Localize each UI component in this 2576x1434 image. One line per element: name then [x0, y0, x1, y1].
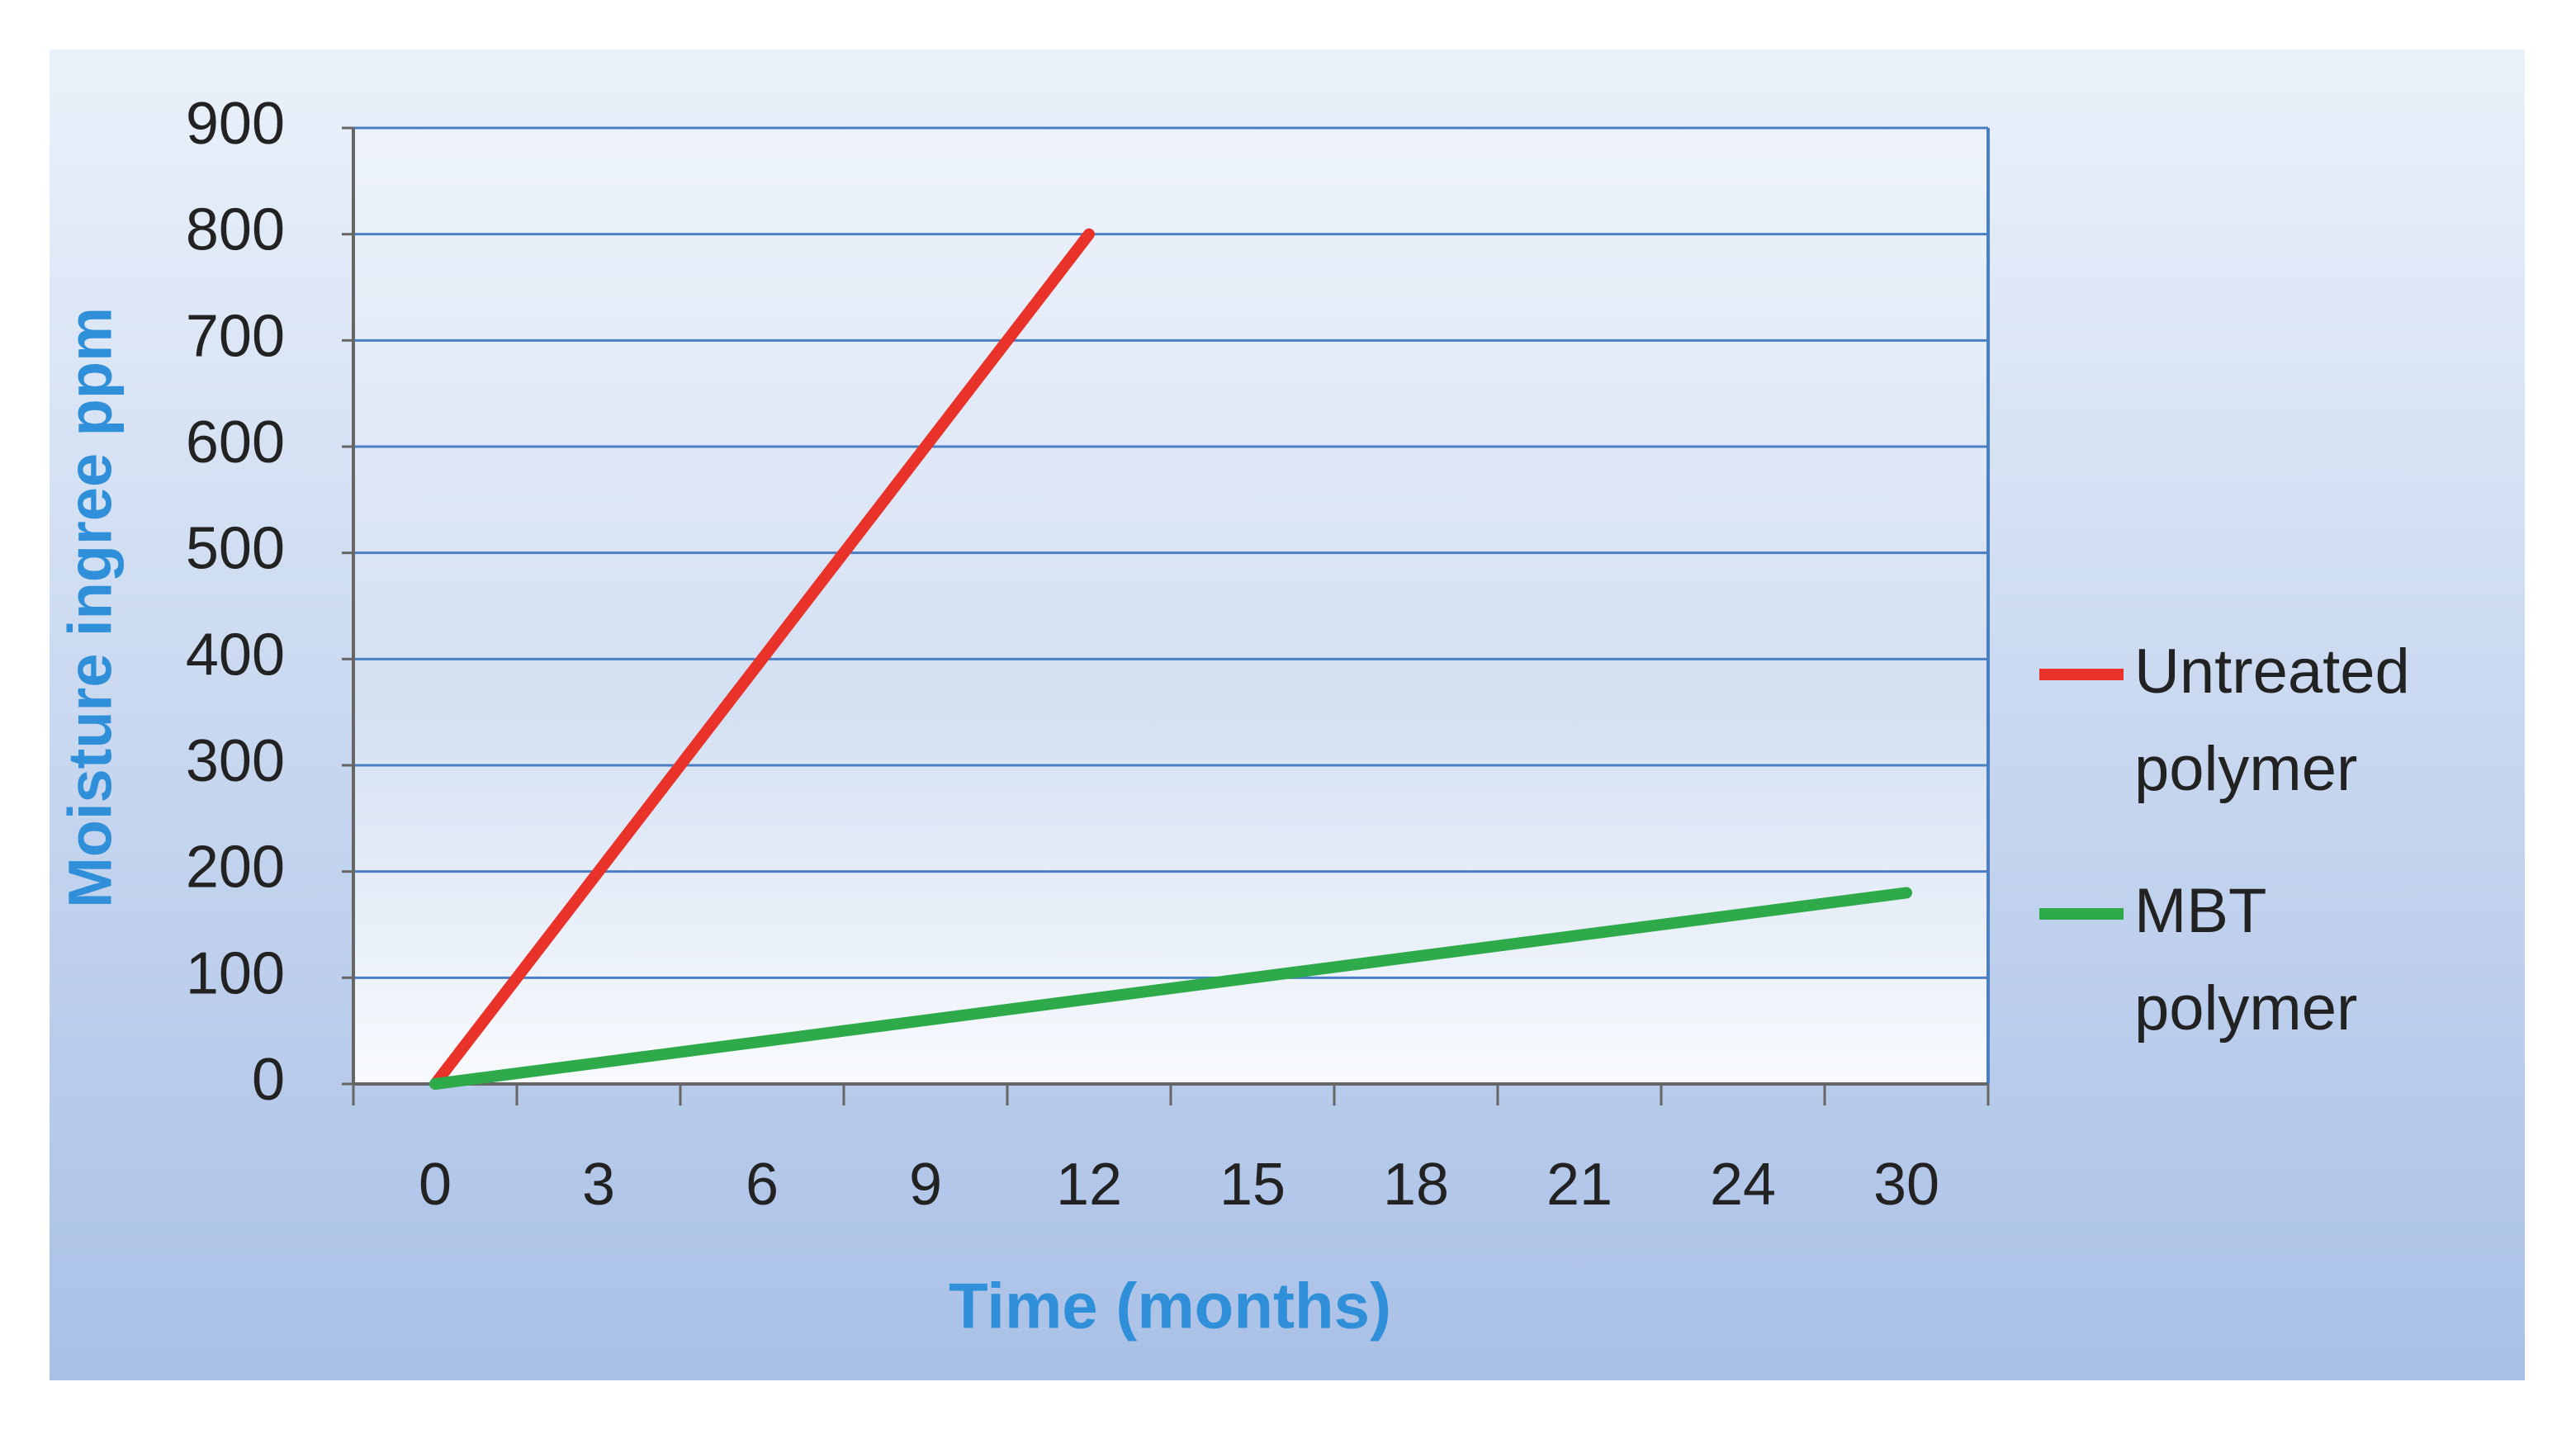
series-line: [429, 228, 1095, 1090]
y-tick-label: 200: [186, 835, 285, 901]
y-tick-label: 700: [186, 303, 285, 369]
y-tick-label: 0: [252, 1047, 285, 1113]
series-line: [429, 887, 1912, 1090]
x-tick-label: 15: [1219, 1152, 1286, 1218]
x-tick-label: 9: [909, 1152, 942, 1218]
y-tick-label: 500: [186, 516, 285, 582]
legend-label: MBT polymer: [2134, 876, 2358, 1044]
x-tick-label: 0: [419, 1152, 452, 1218]
y-tick-label: 300: [186, 728, 285, 794]
x-tick-label: 21: [1546, 1152, 1612, 1218]
x-tick-label: 18: [1383, 1152, 1449, 1218]
y-tick-label: 900: [186, 91, 285, 157]
legend-label: Untreated polymer: [2134, 637, 2410, 804]
y-tick-label: 600: [186, 409, 285, 476]
x-tick-label: 6: [746, 1152, 779, 1218]
x-tick-label: 3: [582, 1152, 615, 1218]
x-tick-label: 12: [1056, 1152, 1122, 1218]
x-tick-label: 30: [1873, 1152, 1939, 1218]
y-tick-label: 800: [186, 197, 285, 263]
plot-area: [353, 128, 1988, 1084]
x-tick-label: 24: [1710, 1152, 1776, 1218]
y-tick-label: 400: [186, 622, 285, 688]
x-axis-title: Time (months): [949, 1270, 1391, 1342]
y-tick-label: 100: [186, 940, 285, 1006]
y-axis-title: Moisture ingree ppm: [56, 307, 125, 908]
